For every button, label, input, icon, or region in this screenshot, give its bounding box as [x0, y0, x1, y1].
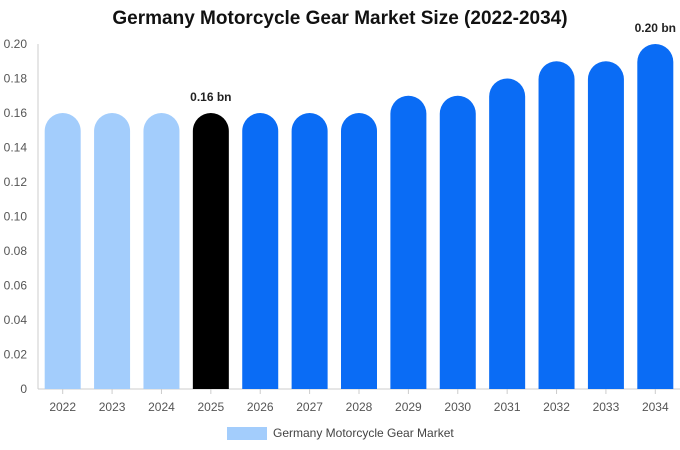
bar-2022	[44, 113, 81, 389]
y-tick-label: 0.14	[4, 141, 28, 155]
y-tick-label: 0.02	[4, 348, 28, 362]
y-tick-label: 0.20	[4, 37, 28, 51]
y-tick-label: 0.06	[4, 279, 28, 293]
bar-2029	[390, 95, 427, 389]
x-axis-ticks: 2022 2023 2024 2025 2026 2027 2028 2029 2030 2031…	[49, 389, 669, 414]
bar-2025	[192, 113, 229, 389]
chart-bars	[44, 44, 674, 389]
bar-2023	[94, 113, 131, 389]
chart-legend: Germany Motorcycle Gear Market	[227, 426, 454, 440]
data-label: 0.20 bn	[635, 21, 676, 35]
bar-2024	[143, 113, 180, 389]
y-tick-label: 0.10	[4, 210, 28, 224]
bar-2034	[637, 44, 674, 389]
x-tick-label: 2024	[148, 400, 175, 414]
y-tick-label: 0.12	[4, 175, 28, 189]
y-tick-label: 0.08	[4, 244, 28, 258]
legend-swatch	[227, 427, 267, 440]
bar-2026	[242, 113, 279, 389]
y-tick-label: 0.16	[4, 106, 28, 120]
x-tick-label: 2026	[247, 400, 274, 414]
chart-title: Germany Motorcycle Gear Market Size (202…	[112, 8, 568, 29]
y-tick-label: 0.04	[4, 313, 28, 327]
bar-2028	[341, 113, 377, 389]
bar-2031	[489, 78, 526, 389]
x-tick-label: 2034	[642, 400, 669, 414]
data-label: 0.16 bn	[190, 90, 231, 104]
x-tick-label: 2022	[49, 400, 76, 414]
x-tick-label: 2029	[395, 400, 422, 414]
x-tick-label: 2030	[444, 400, 471, 414]
x-tick-label: 2023	[99, 400, 126, 414]
x-tick-label: 2027	[296, 400, 323, 414]
y-tick-label: 0.18	[4, 72, 28, 86]
x-tick-label: 2032	[543, 400, 570, 414]
x-tick-label: 2025	[197, 400, 224, 414]
x-tick-label: 2031	[494, 400, 521, 414]
bar-2027	[291, 113, 328, 389]
x-tick-label: 2028	[346, 400, 373, 414]
x-tick-label: 2033	[593, 400, 620, 414]
y-axis-ticks: 0 0.02 0.04 0.06 0.08 0.10 0.12 0.14 0.16 0.18 0.2…	[4, 37, 28, 396]
y-tick-label: 0	[20, 382, 27, 396]
bar-2030	[439, 95, 476, 389]
bar-2032	[538, 61, 575, 389]
data-labels: 0.16 bn 0.20 bn	[190, 21, 676, 104]
legend-label: Germany Motorcycle Gear Market	[273, 426, 454, 440]
bar-2033	[587, 61, 624, 389]
